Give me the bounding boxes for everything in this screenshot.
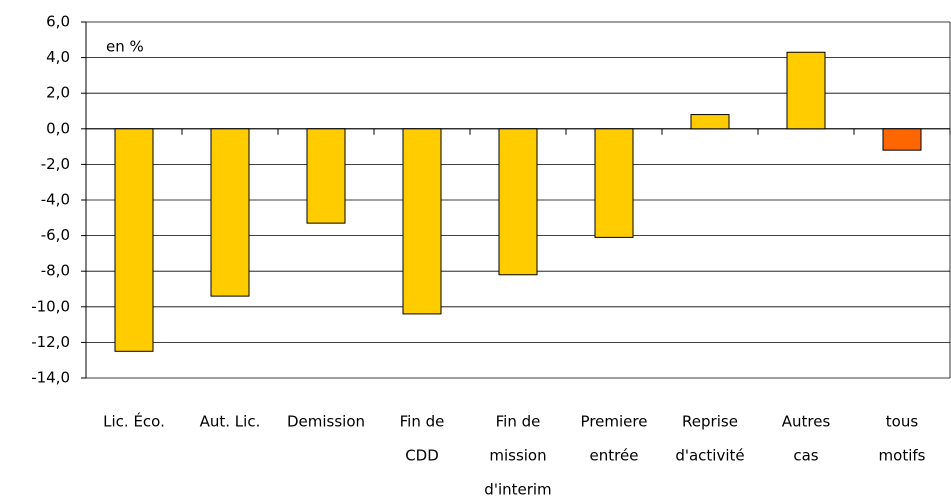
- annotation: en %: [106, 38, 144, 56]
- x-tick-label: Demission: [287, 413, 365, 431]
- y-tick-label: -14,0: [31, 369, 70, 387]
- y-tick-label: -8,0: [41, 262, 70, 280]
- bar: [114, 128, 154, 352]
- x-tick-label: mission: [489, 447, 546, 465]
- y-tick-label: 4,0: [46, 48, 70, 66]
- y-tick-label: -10,0: [31, 297, 70, 315]
- x-tick-label: cas: [793, 447, 818, 465]
- x-tick-label: Aut. Lic.: [200, 413, 261, 431]
- bar: [498, 128, 538, 276]
- x-tick-label: d'activité: [675, 447, 744, 465]
- y-tick-label: 6,0: [46, 13, 70, 31]
- x-tick-label: tous: [886, 413, 919, 431]
- bar: [594, 128, 634, 238]
- x-tick-label: entrée: [590, 447, 639, 465]
- x-tick-label: Lic. Éco.: [103, 412, 165, 431]
- x-tick-label: Autres: [782, 413, 831, 431]
- y-tick-label: -12,0: [31, 333, 70, 351]
- y-tick-label: -4,0: [41, 191, 70, 209]
- x-tick-label: Reprise: [682, 413, 738, 431]
- x-tick-label: Fin de: [400, 413, 445, 431]
- x-tick-label: CDD: [405, 447, 439, 465]
- x-tick-label: Premiere: [581, 413, 648, 431]
- bar: [210, 128, 250, 297]
- x-tick-label: d'interim: [484, 481, 551, 499]
- y-tick-label: -6,0: [41, 226, 70, 244]
- bar: [786, 51, 826, 130]
- bar: [306, 128, 346, 224]
- bar: [402, 128, 442, 315]
- y-tick-label: 0,0: [46, 119, 70, 137]
- x-tick-label: Fin de: [496, 413, 541, 431]
- y-tick-label: -2,0: [41, 155, 70, 173]
- x-tick-label: motifs: [879, 447, 926, 465]
- bar: [882, 128, 922, 151]
- bar: [690, 114, 730, 130]
- y-tick-label: 2,0: [46, 84, 70, 102]
